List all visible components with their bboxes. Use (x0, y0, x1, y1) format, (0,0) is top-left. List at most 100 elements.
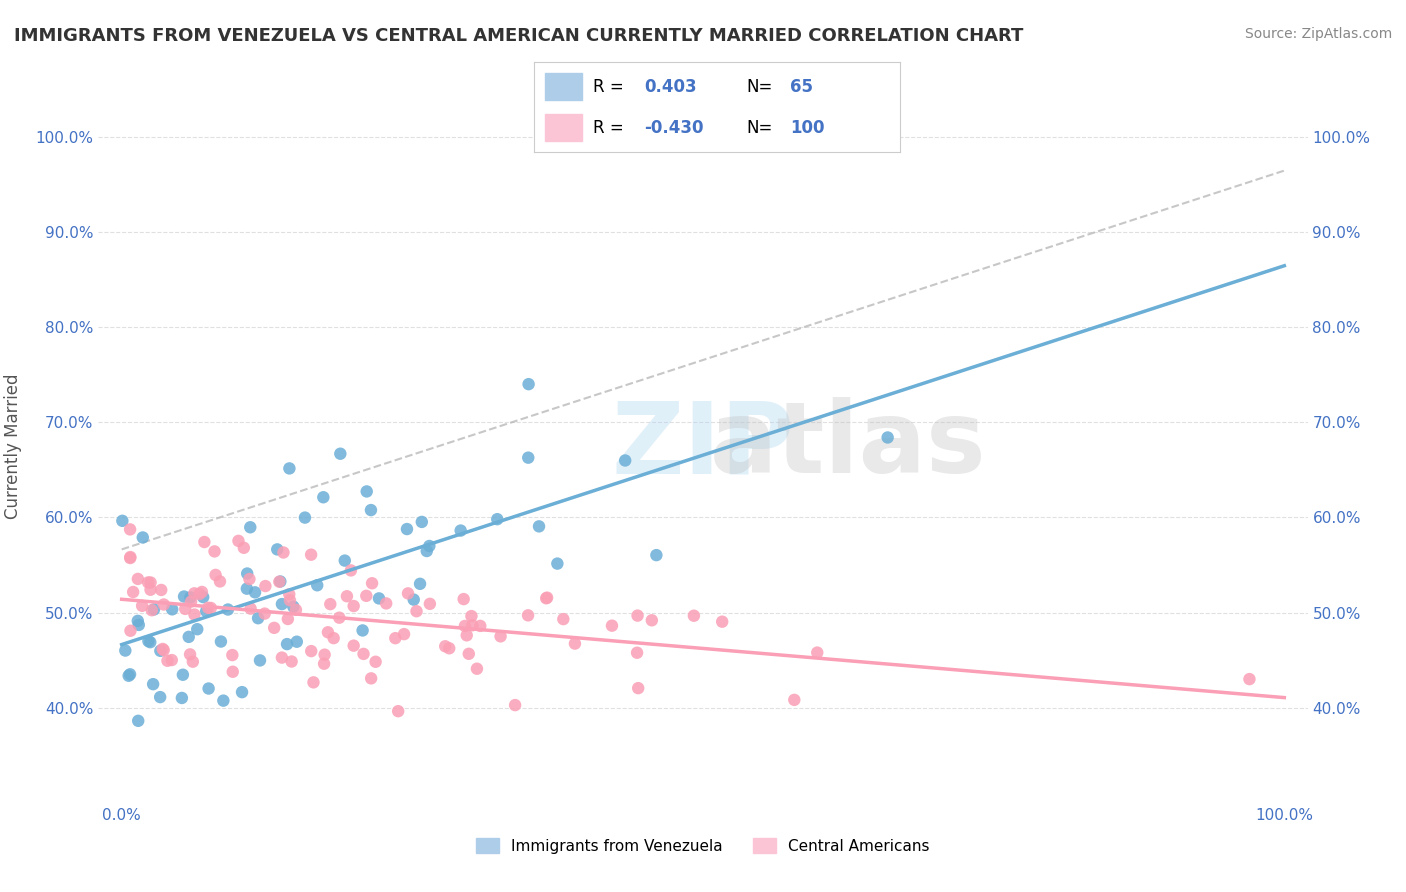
Point (266, 542, 288, 557)
Point (285, 634, 308, 648)
Point (149, 690, 172, 704)
Point (316, 625, 339, 640)
Point (546, 557, 568, 571)
Point (177, 630, 200, 644)
Point (564, 637, 586, 651)
Point (271, 597, 294, 611)
Point (614, 453, 637, 467)
Point (238, 572, 260, 586)
Point (536, 591, 558, 605)
Point (139, 575, 162, 590)
Text: IMMIGRANTS FROM VENEZUELA VS CENTRAL AMERICAN CURRENTLY MARRIED CORRELATION CHAR: IMMIGRANTS FROM VENEZUELA VS CENTRAL AME… (14, 27, 1024, 45)
Point (600, 618, 623, 632)
Point (314, 648, 336, 662)
Point (454, 619, 477, 633)
Point (278, 593, 301, 607)
Point (232, 541, 254, 555)
Point (269, 574, 291, 589)
Point (1239, 672, 1261, 686)
Point (173, 590, 195, 604)
Point (118, 669, 141, 683)
Point (276, 637, 298, 651)
Text: 0.403: 0.403 (644, 78, 696, 95)
Point (127, 572, 149, 586)
Point (384, 631, 406, 645)
Point (806, 646, 828, 660)
Point (150, 582, 173, 597)
Point (193, 590, 215, 604)
Point (170, 690, 193, 705)
Point (204, 568, 226, 582)
Point (239, 520, 262, 534)
Point (356, 484, 378, 499)
Point (312, 490, 335, 504)
Point (172, 667, 194, 681)
Point (188, 587, 211, 601)
Point (243, 585, 266, 599)
Point (302, 675, 325, 690)
Point (319, 597, 342, 611)
Point (409, 577, 432, 591)
Text: R =: R = (593, 78, 623, 95)
Point (457, 647, 479, 661)
Text: N=: N= (747, 78, 773, 95)
Point (204, 544, 226, 558)
Point (353, 647, 375, 661)
Point (456, 628, 478, 642)
Point (174, 602, 197, 616)
Point (127, 614, 149, 628)
Point (152, 598, 174, 612)
Point (517, 377, 540, 392)
Text: 100: 100 (790, 119, 825, 136)
Point (278, 461, 301, 475)
Point (343, 599, 366, 613)
Point (132, 531, 155, 545)
Bar (546, 73, 582, 100)
Point (284, 603, 307, 617)
Point (118, 667, 141, 681)
Point (329, 447, 352, 461)
Point (711, 615, 734, 629)
Point (253, 607, 276, 621)
Point (128, 618, 150, 632)
Point (627, 681, 650, 695)
Point (527, 519, 550, 533)
Point (333, 553, 356, 567)
Point (228, 533, 250, 548)
Point (283, 599, 305, 614)
Point (343, 639, 366, 653)
Point (299, 644, 322, 658)
Point (307, 578, 329, 592)
Point (626, 646, 648, 660)
Point (434, 640, 457, 654)
Point (231, 685, 253, 699)
Text: 65: 65 (790, 78, 813, 95)
Text: R =: R = (593, 119, 623, 136)
Point (239, 601, 262, 615)
Point (222, 665, 245, 679)
Point (183, 586, 205, 600)
Point (139, 582, 162, 597)
Point (534, 591, 557, 606)
Point (683, 608, 706, 623)
Point (465, 662, 488, 676)
Text: -0.430: -0.430 (644, 119, 703, 136)
Point (143, 602, 166, 616)
Point (517, 450, 540, 465)
Point (181, 655, 204, 669)
Point (461, 618, 484, 632)
Point (387, 704, 409, 718)
Point (470, 619, 492, 633)
Legend: Immigrants from Venezuela, Central Americans: Immigrants from Venezuela, Central Ameri… (470, 831, 936, 860)
Point (236, 582, 259, 596)
Point (270, 650, 292, 665)
Point (212, 693, 235, 707)
Point (280, 655, 302, 669)
Point (278, 587, 301, 601)
Point (120, 522, 142, 536)
Point (645, 548, 668, 562)
Point (208, 574, 231, 589)
Point (460, 609, 482, 624)
Point (247, 611, 270, 625)
Point (114, 643, 136, 657)
